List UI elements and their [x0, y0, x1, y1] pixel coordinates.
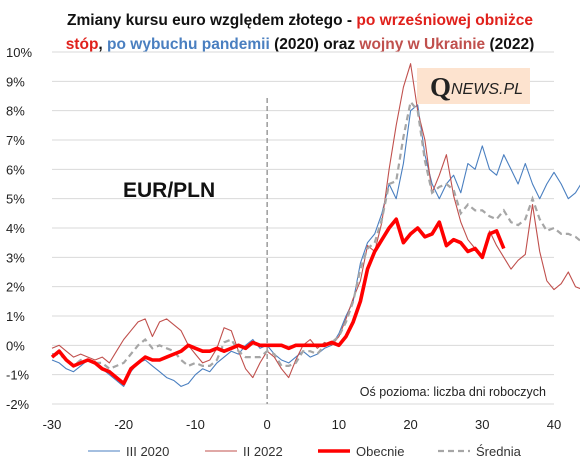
y-tick-label: 8%	[6, 104, 25, 119]
logo: Q NEWS.PL	[417, 68, 530, 104]
y-tick-label: 9%	[6, 74, 25, 89]
x-tick-label: 40	[547, 417, 561, 432]
title-part-2: stóp	[66, 36, 99, 53]
y-tick-label: 5%	[6, 192, 25, 207]
title-part-4: po wybuchu pandemii	[107, 36, 270, 53]
pair-label: EUR/PLN	[123, 179, 215, 202]
x-tick-label: 30	[475, 417, 489, 432]
y-tick-label: 4%	[6, 221, 25, 236]
y-tick-label: 0%	[6, 338, 25, 353]
y-tick-label: 10%	[6, 45, 32, 60]
logo-background	[417, 68, 530, 104]
gridlines	[52, 51, 554, 405]
title-part-5: (2020) oraz	[270, 36, 360, 53]
legend-label: Obecnie	[356, 444, 404, 459]
title-part-6: wojny w Ukrainie	[358, 36, 485, 53]
x-tick-label: -10	[186, 417, 205, 432]
x-tick-label: -30	[43, 417, 62, 432]
axis-note: Oś pozioma: liczba dni roboczych	[360, 385, 546, 399]
series-group	[50, 63, 580, 387]
x-axis-ticks: -30 -20 -10 0 10 20 30 40	[43, 417, 562, 432]
series-line-średnia	[52, 99, 580, 371]
y-tick-label: 6%	[6, 162, 25, 177]
x-tick-label: 20	[403, 417, 417, 432]
title-part-3: ,	[98, 36, 107, 53]
logo-text: NEWS.PL	[451, 81, 523, 98]
title-part-1: po wrześniowej obniżce	[356, 12, 533, 29]
legend-label: III 2020	[126, 444, 169, 459]
x-tick-label: 0	[264, 417, 271, 432]
plot-area: -2% -1% 0% 1% 2% 3% 4% 5% 6% 7% 8% 9% 10% -30 -20 -10 0…	[6, 45, 580, 432]
series-line-ii-2022	[51, 63, 580, 379]
y-tick-label: 7%	[6, 133, 25, 148]
title-part-7: (2022)	[485, 36, 534, 53]
y-tick-label: 2%	[6, 280, 25, 295]
chart-title-line-1: Zmiany kursu euro względem złotego - po …	[67, 12, 533, 29]
y-tick-label: 3%	[6, 250, 25, 265]
y-tick-label: -1%	[6, 368, 30, 383]
title-part-0: Zmiany kursu euro względem złotego -	[67, 12, 356, 29]
logo-q: Q	[430, 72, 451, 102]
x-tick-label: -20	[114, 417, 133, 432]
y-axis-ticks: -2% -1% 0% 1% 2% 3% 4% 5% 6% 7% 8% 9% 10%	[6, 45, 32, 412]
series-line-obecnie	[50, 217, 506, 386]
chart-title-line-2: stóp, po wybuchu pandemii (2020) oraz wo…	[66, 36, 535, 53]
series-line-iii-2020	[51, 104, 580, 387]
legend-label: II 2022	[243, 444, 283, 459]
legend: III 2020 II 2022 Obecnie Średnia	[88, 444, 522, 459]
y-tick-label: -2%	[6, 397, 30, 412]
y-tick-label: 1%	[6, 309, 25, 324]
x-tick-label: 10	[332, 417, 346, 432]
legend-label: Średnia	[476, 444, 522, 459]
